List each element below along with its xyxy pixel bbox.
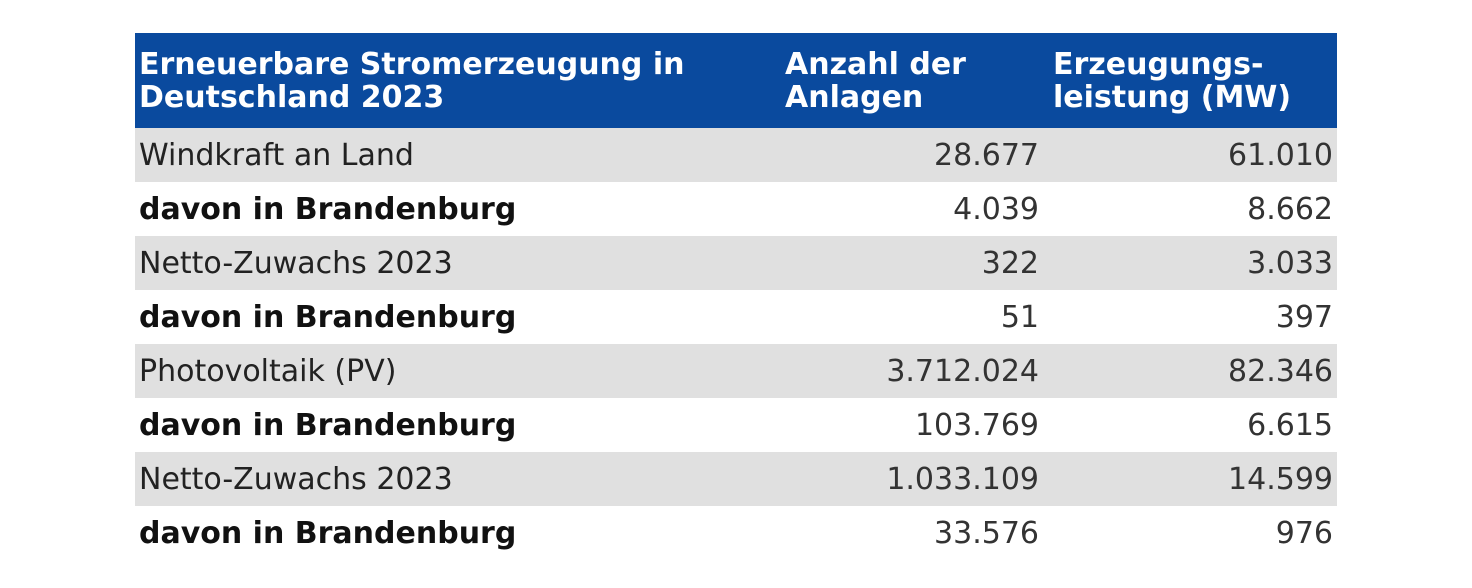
row-label: davon in Brandenburg [139, 191, 517, 227]
table-row: Netto-Zuwachs 2023 1.033.109 14.599 [135, 452, 1337, 506]
row-leistung: 3.033 [1247, 245, 1333, 281]
header-category: Erneuerbare Stromerzeugung in Deutschlan… [139, 46, 685, 115]
row-label: Netto-Zuwachs 2023 [139, 245, 453, 281]
row-label: Photovoltaik (PV) [139, 353, 397, 389]
header-leistung: Erzeugungs-leistung (MW) [1053, 46, 1292, 115]
header-anlagen: Anzahl der Anlagen [785, 46, 966, 115]
row-leistung: 14.599 [1228, 461, 1333, 497]
table-row: Windkraft an Land 28.677 61.010 [135, 128, 1337, 182]
row-label: davon in Brandenburg [139, 299, 517, 335]
row-label: Netto-Zuwachs 2023 [139, 461, 453, 497]
header-row: Erneuerbare Stromerzeugung in Deutschlan… [135, 33, 1337, 128]
table-row: davon in Brandenburg 51 397 [135, 290, 1337, 344]
row-anlagen: 322 [981, 245, 1039, 281]
table-row: Photovoltaik (PV) 3.712.024 82.346 [135, 344, 1337, 398]
row-label: davon in Brandenburg [139, 407, 517, 443]
row-anlagen: 4.039 [953, 191, 1039, 227]
row-label: davon in Brandenburg [139, 515, 517, 551]
table-row: davon in Brandenburg 4.039 8.662 [135, 182, 1337, 236]
renewable-energy-table-container: Erneuerbare Stromerzeugung in Deutschlan… [135, 33, 1337, 560]
renewable-energy-table: Erneuerbare Stromerzeugung in Deutschlan… [135, 33, 1337, 560]
row-label: Windkraft an Land [139, 137, 414, 173]
table-body: Windkraft an Land 28.677 61.010 davon in… [135, 128, 1337, 560]
row-leistung: 82.346 [1228, 353, 1333, 389]
table-row: Netto-Zuwachs 2023 322 3.033 [135, 236, 1337, 290]
table-row: davon in Brandenburg 103.769 6.615 [135, 398, 1337, 452]
row-leistung: 8.662 [1247, 191, 1333, 227]
row-anlagen: 3.712.024 [886, 353, 1039, 389]
row-leistung: 6.615 [1247, 407, 1333, 443]
table-row: davon in Brandenburg 33.576 976 [135, 506, 1337, 560]
row-leistung: 61.010 [1228, 137, 1333, 173]
row-anlagen: 28.677 [934, 137, 1039, 173]
row-anlagen: 33.576 [934, 515, 1039, 551]
row-anlagen: 103.769 [914, 407, 1039, 443]
row-leistung: 976 [1275, 515, 1333, 551]
row-anlagen: 51 [1000, 299, 1039, 335]
table-header: Erneuerbare Stromerzeugung in Deutschlan… [135, 33, 1337, 128]
row-anlagen: 1.033.109 [886, 461, 1039, 497]
row-leistung: 397 [1275, 299, 1333, 335]
